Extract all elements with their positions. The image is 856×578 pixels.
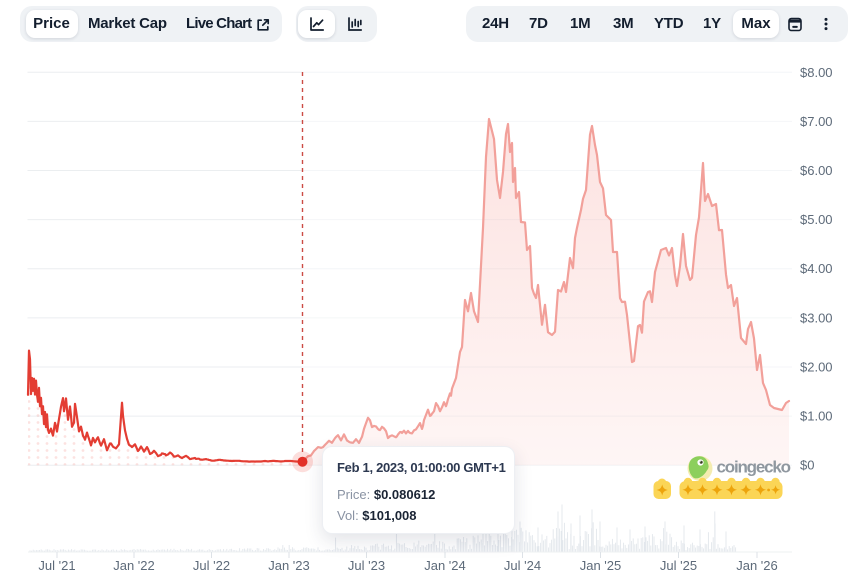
- svg-text:$4.00: $4.00: [800, 261, 833, 276]
- svg-text:coingecko: coingecko: [717, 458, 791, 477]
- svg-text:Jul '25: Jul '25: [660, 558, 697, 573]
- svg-text:$7.00: $7.00: [800, 114, 833, 129]
- svg-text:$3.00: $3.00: [800, 310, 833, 325]
- svg-text:Jul '24: Jul '24: [504, 558, 541, 573]
- svg-text:Jul '21: Jul '21: [38, 558, 75, 573]
- svg-text:$6.00: $6.00: [800, 163, 833, 178]
- svg-text:$0: $0: [800, 458, 814, 473]
- svg-text:Jan '22: Jan '22: [113, 558, 155, 573]
- svg-text:$8.00: $8.00: [800, 65, 833, 80]
- svg-text:Jan '24: Jan '24: [424, 558, 466, 573]
- svg-text:$5.00: $5.00: [800, 212, 833, 227]
- svg-text:$1.00: $1.00: [800, 409, 833, 424]
- svg-text:Jan '25: Jan '25: [580, 558, 622, 573]
- svg-text:Jul '22: Jul '22: [193, 558, 230, 573]
- svg-text:$2.00: $2.00: [800, 360, 833, 375]
- svg-text:Jan '23: Jan '23: [268, 558, 310, 573]
- svg-text:Jan '26: Jan '26: [736, 558, 778, 573]
- svg-text:Jul '23: Jul '23: [348, 558, 385, 573]
